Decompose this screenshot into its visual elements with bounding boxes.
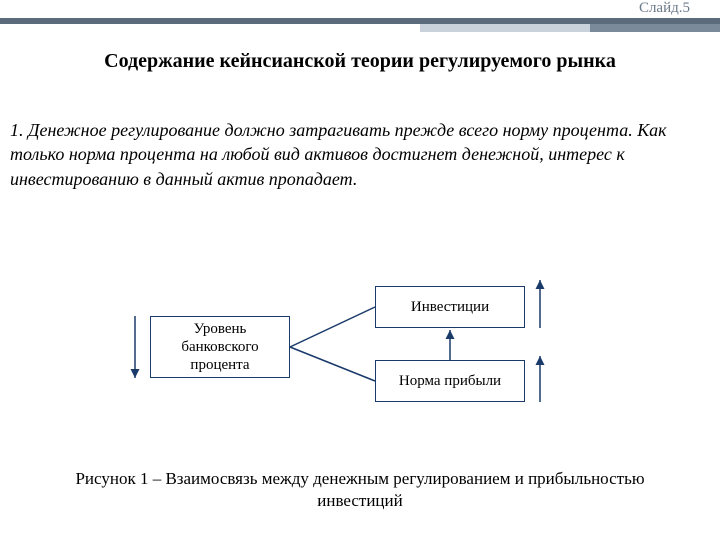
- node-profit-rate: Норма прибыли: [375, 360, 525, 402]
- figure-caption: Рисунок 1 – Взаимосвязь между денежным р…: [60, 468, 660, 512]
- slide-number: Слайд.5: [639, 0, 690, 17]
- body-paragraph: 1. Денежное регулирование должно затраги…: [10, 118, 680, 191]
- diagram: Уровень банковского процента Инвестиции …: [0, 268, 720, 448]
- node-bank-rate: Уровень банковского процента: [150, 316, 290, 378]
- slide-title: Содержание кейнсианской теории регулируе…: [30, 48, 690, 74]
- node-investments: Инвестиции: [375, 286, 525, 328]
- header-bar-accent: [590, 24, 720, 32]
- diagram-connectors: [0, 268, 720, 448]
